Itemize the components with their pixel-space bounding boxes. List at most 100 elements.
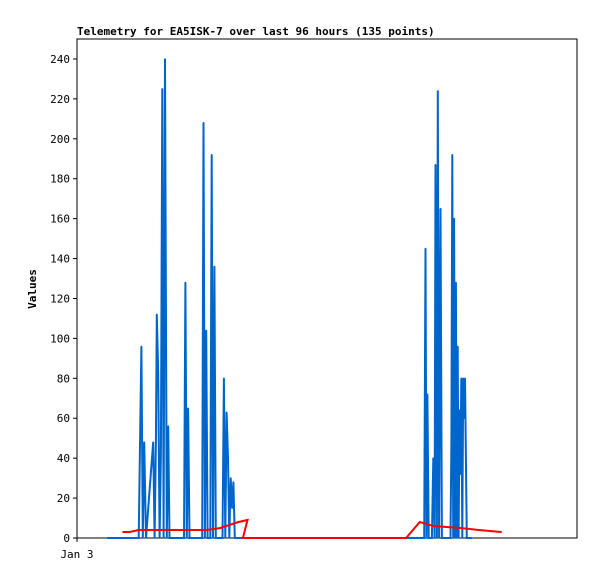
series-0-point xyxy=(204,537,206,539)
series-0-point xyxy=(221,537,224,539)
series-0-point xyxy=(173,537,176,539)
y-axis-label: Values xyxy=(26,269,39,309)
series-0-point xyxy=(456,345,459,348)
series-0-point xyxy=(438,537,440,539)
series-0-point xyxy=(212,537,214,539)
series-0-point xyxy=(433,537,436,539)
series-0-point xyxy=(455,281,457,284)
y-tick-label: 200 xyxy=(50,133,70,146)
series-0-point xyxy=(216,537,218,539)
series-0-point xyxy=(460,377,463,380)
series-1-point xyxy=(242,537,244,539)
series-0-point xyxy=(166,537,168,539)
series-0-point xyxy=(227,457,229,460)
series-0-point xyxy=(436,537,438,539)
series-0-point xyxy=(426,393,429,396)
series-0-point xyxy=(231,507,233,509)
series-1-point xyxy=(500,531,503,533)
series-0-point xyxy=(145,537,147,539)
y-tick-label: 160 xyxy=(50,213,70,226)
series-0-point xyxy=(215,537,217,539)
series-0-point xyxy=(424,247,427,250)
series-0-point xyxy=(176,537,178,539)
series-0-point xyxy=(444,537,446,539)
y-tick-label: 60 xyxy=(57,412,70,425)
y-tick-label: 0 xyxy=(63,532,70,545)
series-0-point xyxy=(437,90,439,92)
series-0-point xyxy=(172,537,174,539)
series-0-point xyxy=(462,377,465,380)
series-0-point xyxy=(195,537,198,539)
y-tick-label: 40 xyxy=(57,452,70,465)
series-0-point xyxy=(449,537,452,539)
series-0-point xyxy=(219,537,221,539)
series-1-point xyxy=(477,529,480,531)
series-0-point xyxy=(188,537,191,539)
series-0-point xyxy=(160,453,162,456)
y-axis-ticks: 0 20 40 60 80 100 120 140 160 180 200 220 240 xyxy=(50,53,77,545)
series-0-point xyxy=(427,537,430,539)
chart-title: Telemetry for EA5ISK-7 over last 96 hour… xyxy=(77,25,435,38)
series-0-point xyxy=(156,313,158,316)
series-0-point xyxy=(184,281,187,284)
series-0-point xyxy=(161,88,164,90)
series-0-point xyxy=(164,58,166,60)
series-0-point xyxy=(458,409,461,412)
series-1-point xyxy=(459,527,462,529)
series-0-point xyxy=(431,537,433,539)
series-0-point xyxy=(187,407,189,410)
series-0-point xyxy=(457,537,460,539)
series-0-point xyxy=(224,537,227,539)
series-0-point xyxy=(162,537,165,539)
series-0-point xyxy=(186,537,188,539)
series-0-point xyxy=(196,537,199,539)
series-0-point xyxy=(228,537,231,539)
series-1-point xyxy=(205,529,208,531)
series-0-point xyxy=(142,537,144,539)
series-0-point xyxy=(468,537,471,539)
y-tick-label: 20 xyxy=(57,492,70,505)
series-0-point xyxy=(153,537,156,539)
series-0-point xyxy=(220,537,222,539)
series-0-point xyxy=(466,537,468,539)
series-line-1 xyxy=(122,518,502,539)
series-0-point xyxy=(471,537,473,539)
series-0-point xyxy=(446,537,448,539)
series-0-point xyxy=(447,537,450,539)
y-tick-label: 120 xyxy=(50,292,70,305)
series-0-point xyxy=(210,154,213,156)
series-1-point xyxy=(432,525,435,527)
series-1-point xyxy=(128,531,131,533)
series-0-point xyxy=(425,537,428,539)
series-0-point xyxy=(454,537,456,539)
series-0-point xyxy=(432,457,435,460)
series-1-point xyxy=(405,537,407,539)
series-0-point xyxy=(201,537,203,539)
series-0-point xyxy=(463,417,465,420)
series-0-point xyxy=(158,537,161,539)
series-0-point xyxy=(143,441,145,444)
series-0-point xyxy=(223,377,225,380)
series-0-point xyxy=(202,122,205,124)
series-0-point xyxy=(106,537,108,539)
series-1-point xyxy=(246,519,249,521)
series-0-point xyxy=(213,265,216,268)
series-0-point xyxy=(200,537,202,539)
series-0-point xyxy=(452,537,455,539)
series-0-point xyxy=(152,441,154,444)
y-tick-label: 240 xyxy=(50,53,70,66)
series-0-point xyxy=(180,537,183,539)
series-1-point xyxy=(418,521,421,523)
series-0-point xyxy=(167,425,169,428)
series-0-point xyxy=(465,457,467,460)
series-0-point xyxy=(442,537,445,539)
series-0-point xyxy=(456,537,458,539)
series-0-point xyxy=(190,537,192,539)
series-0-point xyxy=(459,473,462,475)
series-0-point xyxy=(191,537,193,539)
y-tick-label: 220 xyxy=(50,93,70,106)
y-tick-label: 140 xyxy=(50,253,70,266)
x-tick-label: Jan 3 xyxy=(60,548,93,561)
